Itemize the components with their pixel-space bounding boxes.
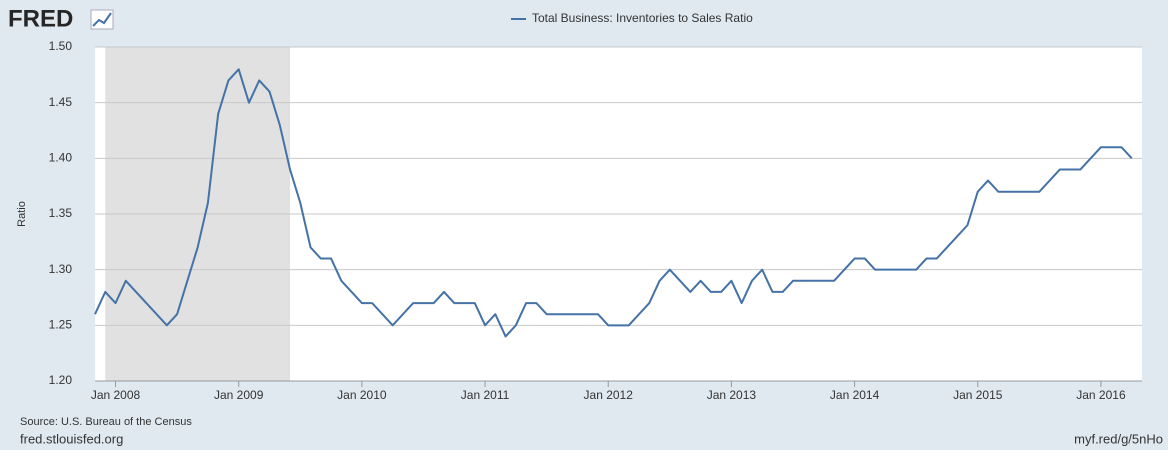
x-tick-label: Jan 2008 [91,388,141,402]
logo: FRED [8,5,73,32]
x-tick-label: Jan 2013 [707,388,757,402]
y-tick-label: 1.20 [49,373,73,387]
x-tick-label: Jan 2016 [1076,388,1126,402]
site-link: fred.stlouisfed.org [20,431,123,446]
data-line [94,68,1133,338]
x-tick-label: Jan 2011 [461,388,510,402]
short-link: myf.red/g/5nHo [1074,431,1163,446]
y-tick-label: 1.30 [49,262,73,276]
x-tick-label: Jan 2012 [584,388,634,402]
y-tick-label: 1.50 [49,39,73,53]
source: Source: U.S. Bureau of the Census [20,416,192,428]
y-tick-label: 1.35 [49,206,73,220]
x-tick-label: Jan 2015 [953,388,1003,402]
y-tick-label: 1.25 [49,318,73,332]
x-tick-label: Jan 2010 [337,388,387,402]
legend-label: Total Business: Inventories to Sales Rat… [532,11,753,25]
y-axis-label: Ratio [16,201,28,227]
x-tick-label: Jan 2014 [830,388,880,402]
y-tick-label: 1.40 [49,151,73,165]
x-tick-label: Jan 2009 [214,388,264,402]
logo-icon [90,9,114,30]
y-tick-label: 1.45 [49,95,73,109]
